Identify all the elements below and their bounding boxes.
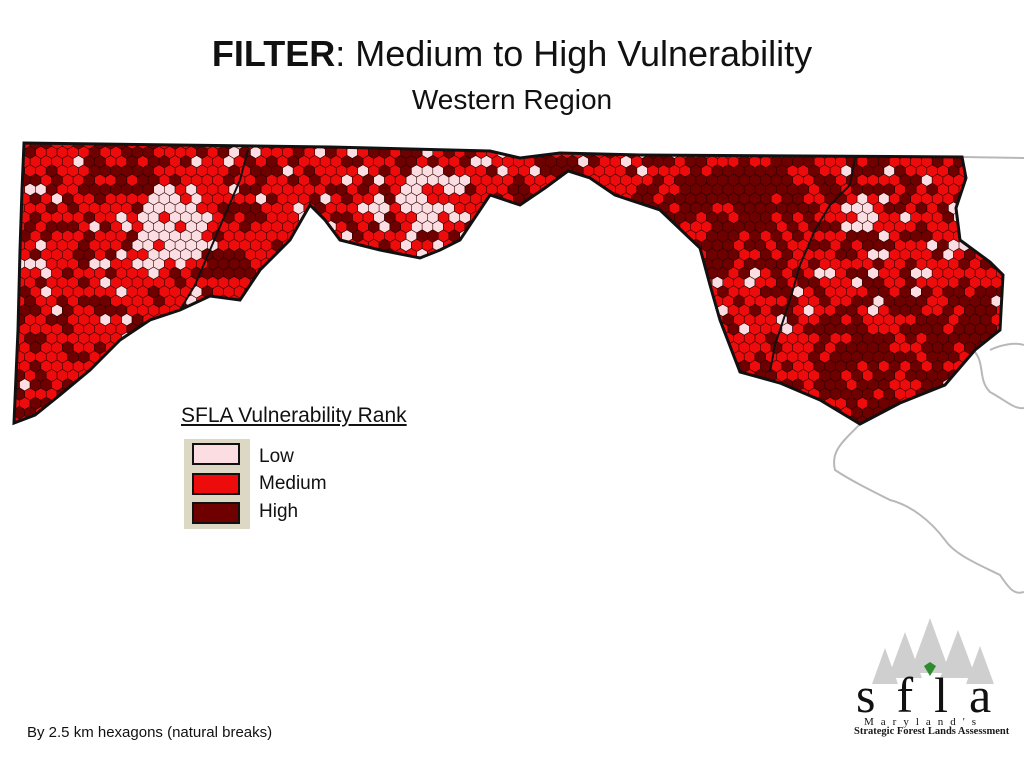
vulnerability-hexagons <box>14 143 1003 424</box>
footnote: By 2.5 km hexagons (natural breaks) <box>27 724 273 741</box>
title-rest: : Medium to High Vulnerability <box>335 33 813 74</box>
map-title: FILTER: Medium to High Vulnerability <box>0 34 1024 74</box>
county-lines <box>179 149 856 373</box>
county-line-washington-frederick <box>769 157 856 373</box>
legend-label-medium: Medium <box>259 473 327 494</box>
legend-label-low: Low <box>259 446 294 467</box>
logo-state: Maryland's <box>864 716 984 728</box>
logo-name: Strategic Forest Lands Assessment <box>854 726 1010 737</box>
pennsylvania-border-line <box>961 156 1024 159</box>
county-line-garrett-allegany <box>179 149 249 311</box>
tree-icon <box>872 618 994 684</box>
neighbor-boundaries <box>833 156 1024 594</box>
legend-swatch-high <box>192 502 240 524</box>
virginia-border-line <box>833 342 1024 594</box>
legend-title: SFLA Vulnerability Rank <box>181 404 407 427</box>
legend-swatch-medium <box>192 473 240 495</box>
legend-swatch-panel <box>184 439 250 529</box>
logo-letters: sfla <box>856 667 1013 723</box>
map-subtitle: Western Region <box>411 84 613 115</box>
sfla-logo: sfla Maryland's Strategic Forest Lands A… <box>850 618 1022 738</box>
legend-swatch-low <box>192 443 240 465</box>
title-filter: FILTER <box>211 33 336 74</box>
legend-label-high: High <box>259 501 299 522</box>
